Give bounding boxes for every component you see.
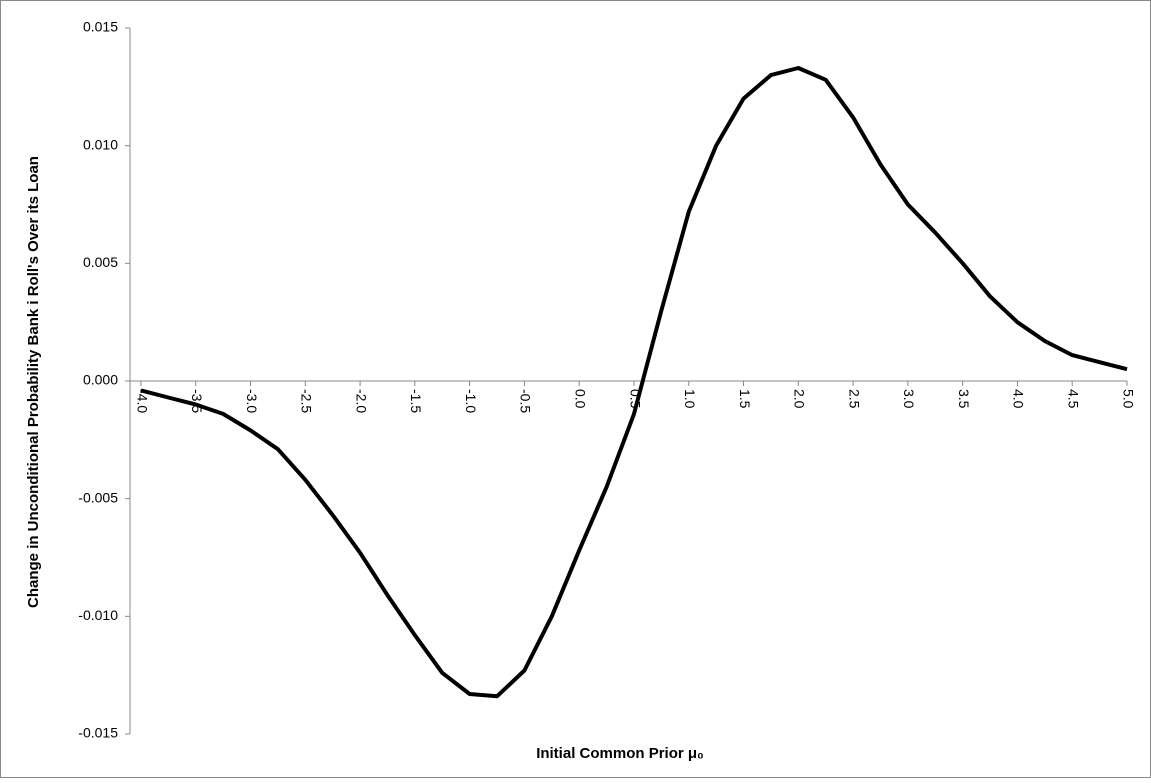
x-tick-label: -1.0	[463, 389, 479, 413]
y-tick-label: 0.000	[83, 372, 118, 388]
x-tick-label: 2.0	[792, 389, 808, 409]
y-axis-label: Change in Unconditional Probability Bank…	[25, 156, 42, 608]
data-line	[140, 66, 1128, 699]
y-tick-label: 0.015	[83, 19, 118, 35]
x-tick-label: -4.0	[134, 389, 150, 413]
x-tick-label: 3.0	[901, 389, 917, 409]
x-tick-label: 5.0	[1120, 389, 1136, 409]
x-tick-label: 0.0	[572, 389, 588, 409]
x-tick-label: 1.0	[682, 389, 698, 409]
y-tick-label: -0.010	[78, 607, 118, 623]
x-tick-label: -3.5	[189, 389, 205, 413]
y-tick-label: 0.005	[83, 254, 118, 270]
x-tick-label: -0.5	[518, 389, 534, 413]
x-tick-label: -2.0	[353, 389, 369, 413]
y-tick-label: 0.010	[83, 136, 118, 152]
x-tick-label: 2.5	[846, 389, 862, 409]
x-tick-label: -2.5	[299, 389, 315, 413]
y-tick-label: -0.005	[78, 489, 118, 505]
x-tick-label: 4.0	[1011, 389, 1027, 409]
y-tick-label: -0.015	[78, 725, 118, 741]
x-tick-label: -1.5	[408, 389, 424, 413]
x-axis-label: Initial Common Prior μ₀	[536, 745, 704, 762]
x-tick-label: 3.5	[956, 389, 972, 409]
x-tick-label: 4.5	[1066, 389, 1082, 409]
x-tick-label: -3.0	[244, 389, 260, 413]
x-tick-label: 1.5	[737, 389, 753, 409]
